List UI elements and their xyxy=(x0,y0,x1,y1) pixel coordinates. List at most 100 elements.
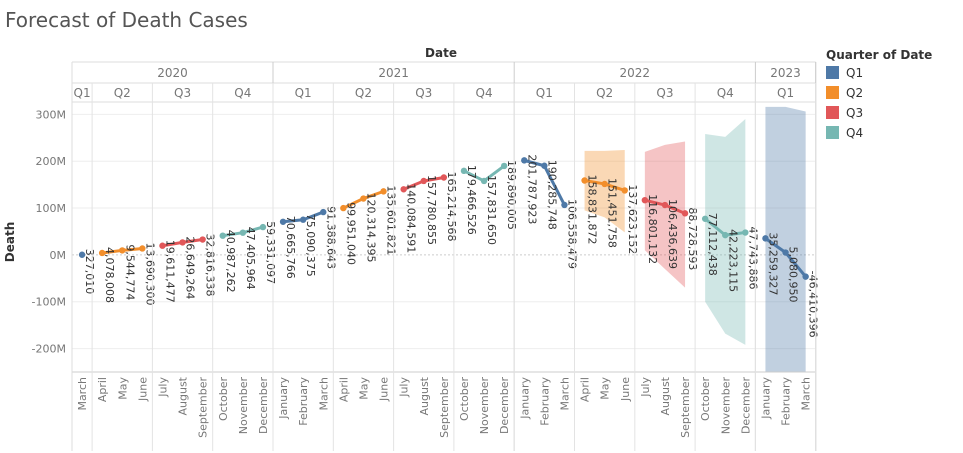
x-tick-label: July xyxy=(156,377,169,398)
data-point xyxy=(802,273,809,280)
data-label: 106,558,479 xyxy=(565,199,578,269)
quarter-label: Q2 xyxy=(596,86,613,100)
data-label: 35,259,327 xyxy=(766,232,779,295)
legend-swatch xyxy=(826,106,839,119)
data-label: 40,987,262 xyxy=(224,230,237,293)
quarter-label: Q3 xyxy=(174,86,191,100)
x-tick-label: May xyxy=(357,377,370,400)
data-label: 190,285,748 xyxy=(545,160,558,230)
quarter-label: Q4 xyxy=(234,86,251,100)
data-label: 135,601,821 xyxy=(385,185,398,255)
data-point xyxy=(380,188,387,195)
data-label: 70,665,766 xyxy=(284,216,297,279)
year-label: 2020 xyxy=(157,66,188,80)
x-tick-label: April xyxy=(337,377,350,402)
data-point xyxy=(440,174,448,181)
x-tick-label: October xyxy=(699,377,712,421)
x-tick-label: November xyxy=(478,377,491,435)
legend-item: Q4 xyxy=(846,126,863,140)
y-tick-label: 200M xyxy=(36,155,67,168)
x-tick-label: April xyxy=(579,377,592,402)
legend-swatch xyxy=(826,66,839,79)
data-point xyxy=(400,186,407,193)
y-tick-label: 0M xyxy=(50,249,67,262)
forecast-band-q3 xyxy=(644,141,686,288)
data-point xyxy=(78,251,86,258)
data-point xyxy=(179,239,186,246)
data-label: 32,816,338 xyxy=(204,234,217,297)
data-point xyxy=(119,247,126,254)
data-point xyxy=(742,229,749,236)
x-tick-label: May xyxy=(116,377,129,400)
x-tick-label: June xyxy=(136,377,149,402)
data-point xyxy=(239,229,247,236)
legend: Quarter of Date Q1 Q2 Q3 Q4 xyxy=(826,48,932,140)
data-label: 137,623,152 xyxy=(626,184,639,254)
y-tick-label: -100M xyxy=(32,296,66,309)
quarter-label: Q3 xyxy=(415,86,432,100)
data-point xyxy=(420,177,427,185)
column-header: Date xyxy=(425,46,457,60)
data-label: 120,314,395 xyxy=(364,193,377,263)
data-point xyxy=(782,249,789,256)
quarter-label: Q4 xyxy=(717,86,734,100)
quarter-label: Q2 xyxy=(114,86,131,100)
data-label: 140,084,591 xyxy=(405,183,418,253)
x-tick-label: December xyxy=(498,377,511,435)
data-point xyxy=(259,223,267,231)
data-label: 59,331,097 xyxy=(264,221,277,284)
x-tick-label: June xyxy=(619,377,632,402)
forecast-band-q1 xyxy=(765,106,806,372)
data-label: 201,787,923 xyxy=(525,154,538,224)
legend-swatch xyxy=(826,126,839,139)
year-label: 2022 xyxy=(620,66,651,80)
x-tick-label: June xyxy=(378,377,391,402)
data-label: 158,831,872 xyxy=(586,174,599,244)
data-point xyxy=(219,232,226,239)
data-point xyxy=(360,195,367,202)
legend-title: Quarter of Date xyxy=(826,48,932,62)
legend-item: Q3 xyxy=(846,106,863,120)
x-tick-label: March xyxy=(558,377,571,411)
x-tick-label: October xyxy=(217,377,230,421)
data-point xyxy=(701,215,709,222)
data-point xyxy=(521,157,528,164)
year-label: 2023 xyxy=(770,66,801,80)
date-headers: 2020 2021 2022 2023 Q1 Q2 Q3 Q4 Q1 Q2 Q3 Q4 Q1 Q2 Q3 Q4… xyxy=(71,61,817,451)
data-label: 116,801,132 xyxy=(646,194,659,264)
legend-item: Q2 xyxy=(846,86,863,100)
x-tick-label: February xyxy=(780,377,793,426)
data-point xyxy=(139,245,146,252)
y-axis: 300M 200M 100M 0M -100M -200M xyxy=(32,108,66,355)
x-tick-label: November xyxy=(237,377,250,435)
quarter-label: Q2 xyxy=(355,86,372,100)
x-tick-label: April xyxy=(96,377,109,402)
data-label: 47,743,886 xyxy=(746,227,759,290)
y-tick-label: -200M xyxy=(32,343,66,356)
data-label: 165,214,568 xyxy=(445,172,458,242)
data-label: 19,611,477 xyxy=(163,240,176,303)
x-tick-label: May xyxy=(599,377,612,400)
data-labels: 327,010 4,078,008 9,544,774 13,690,300 19,61… xyxy=(83,154,820,337)
data-point xyxy=(199,236,206,243)
data-points xyxy=(78,157,809,280)
data-point xyxy=(621,187,628,194)
data-point xyxy=(581,177,588,184)
data-label: 91,388,643 xyxy=(324,206,337,269)
legend-item: Q1 xyxy=(846,66,863,80)
data-point xyxy=(541,162,548,169)
quarter-label: Q3 xyxy=(656,86,673,100)
quarter-label: Q1 xyxy=(536,86,553,100)
data-label: 5,080,950 xyxy=(787,247,800,303)
data-label: 13,690,300 xyxy=(143,242,156,305)
data-label: 9,544,774 xyxy=(123,244,136,300)
x-tick-label: August xyxy=(177,376,190,415)
data-point xyxy=(320,208,327,216)
data-label: 42,223,115 xyxy=(726,229,739,292)
data-label: 99,951,040 xyxy=(344,202,357,265)
x-tick-label: March xyxy=(76,377,89,411)
quarter-label: Q4 xyxy=(476,86,493,100)
data-label: 47,405,964 xyxy=(244,227,257,290)
data-point xyxy=(98,249,106,257)
year-label: 2021 xyxy=(378,66,409,80)
